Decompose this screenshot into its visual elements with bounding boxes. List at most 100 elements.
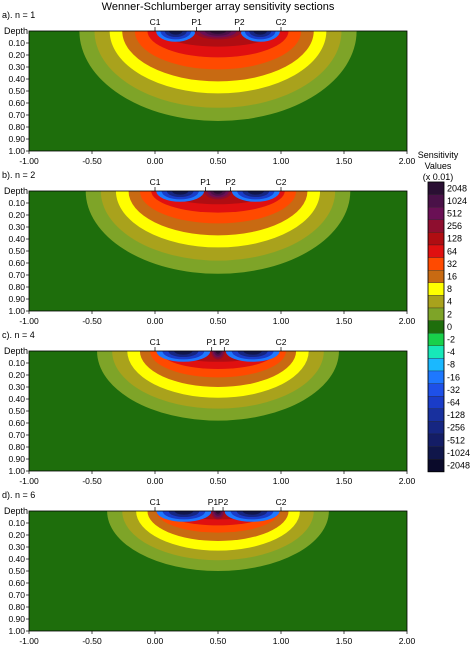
y-tick-label: 0.60 xyxy=(8,578,25,588)
y-tick-label: 1.00 xyxy=(8,306,25,316)
panel-label: b). n = 2 xyxy=(2,170,35,180)
colorbar-swatch xyxy=(427,433,445,447)
panels-group: a). n = 1 Depth 0.10 0.20 0.30 0.40 0.50 0.60 0.… xyxy=(2,10,416,646)
colorbar-label: 512 xyxy=(447,209,462,219)
y-tick-label: 0.90 xyxy=(8,294,25,304)
colorbar-label: -256 xyxy=(447,423,465,433)
y-tick-label: 0.40 xyxy=(8,394,25,404)
panel-4: d). n = 6 Depth 0.10 0.20 0.30 0.40 0.50 0.60 0.… xyxy=(2,490,416,646)
y-tick-label: 0.40 xyxy=(8,74,25,84)
panel-1: a). n = 1 Depth 0.10 0.20 0.30 0.40 0.50 0.60 0.… xyxy=(2,10,416,166)
y-tick-label: 0.90 xyxy=(8,454,25,464)
x-tick-label: 1.00 xyxy=(273,636,290,646)
y-tick-label: 0.80 xyxy=(8,282,25,292)
x-tick-label: 0.00 xyxy=(147,156,164,166)
y-tick-label: 0.50 xyxy=(8,246,25,256)
panel-label: d). n = 6 xyxy=(2,490,35,500)
electrode-label-p2: P2 xyxy=(234,17,245,27)
electrode-label-c2: C2 xyxy=(276,177,287,187)
colorbar-title-line: Values xyxy=(425,161,452,171)
electrode-label-c2: C2 xyxy=(276,337,287,347)
x-tick-label: -0.50 xyxy=(82,316,102,326)
colorbar-swatch xyxy=(427,181,445,195)
y-tick-label: 0.10 xyxy=(8,358,25,368)
negative-zone--1024 xyxy=(169,31,183,35)
x-tick-label: -0.50 xyxy=(82,476,102,486)
y-tick-label: 0.80 xyxy=(8,602,25,612)
electrode-label-c1: C1 xyxy=(150,177,161,187)
x-tick-label: 1.50 xyxy=(336,636,353,646)
colorbar-swatch xyxy=(427,282,445,296)
colorbar-swatch xyxy=(427,207,445,220)
x-tick-label: -0.50 xyxy=(82,636,102,646)
y-tick-label: 0.30 xyxy=(8,542,25,552)
y-tick-label: 0.60 xyxy=(8,98,25,108)
colorbar-swatch xyxy=(427,307,445,321)
colorbar-swatch xyxy=(427,333,445,346)
x-tick-label: 0.50 xyxy=(210,156,227,166)
y-tick-label: 0.10 xyxy=(8,518,25,528)
x-tick-label: 2.00 xyxy=(399,316,416,326)
x-tick-label: 1.00 xyxy=(273,156,290,166)
colorbar-label: -2 xyxy=(447,335,455,345)
y-tick-label: 0.50 xyxy=(8,566,25,576)
colorbar-swatch xyxy=(427,421,445,435)
x-tick-label: 1.50 xyxy=(336,156,353,166)
x-tick-label: 0.50 xyxy=(210,636,227,646)
sensitivity-map xyxy=(29,351,407,471)
y-tick-label: 0.30 xyxy=(8,382,25,392)
colorbar-swatch xyxy=(427,257,445,271)
positive-core-2048 xyxy=(209,31,227,34)
y-tick-label: 0.10 xyxy=(8,38,25,48)
x-tick-label: -0.50 xyxy=(82,156,102,166)
y-tick-label: 0.20 xyxy=(8,530,25,540)
x-tick-label: -1.00 xyxy=(19,476,39,486)
electrode-label-p1: P1 xyxy=(208,497,219,507)
x-tick-label: 0.00 xyxy=(147,636,164,646)
x-tick-label: 2.00 xyxy=(399,476,416,486)
negative-zone--1024 xyxy=(253,31,267,35)
electrode-label-p1: P1 xyxy=(191,17,202,27)
colorbar-label: 32 xyxy=(447,259,457,269)
electrode-label-p2: P2 xyxy=(219,337,230,347)
negative-zone--1024 xyxy=(172,191,189,195)
colorbar-swatch xyxy=(427,270,445,283)
colorbar-swatch xyxy=(427,232,445,246)
depth-axis-label: Depth xyxy=(4,346,28,356)
y-tick-label: 0.70 xyxy=(8,590,25,600)
colorbar-label: 0 xyxy=(447,322,452,332)
x-tick-label: 0.00 xyxy=(147,476,164,486)
colorbar-label: -64 xyxy=(447,398,460,408)
colorbar-swatch xyxy=(427,219,445,233)
positive-core-2048 xyxy=(215,351,221,354)
y-tick-label: 0.70 xyxy=(8,270,25,280)
electrode-label-p2: P2 xyxy=(225,177,236,187)
colorbar-label: -32 xyxy=(447,385,460,395)
colorbar-swatch xyxy=(427,194,445,208)
colorbar-label: -16 xyxy=(447,372,460,382)
colorbar-swatch xyxy=(427,345,445,359)
y-tick-label: 0.70 xyxy=(8,430,25,440)
colorbar-label: -8 xyxy=(447,360,455,370)
x-tick-label: 0.00 xyxy=(147,316,164,326)
x-tick-label: -1.00 xyxy=(19,636,39,646)
y-tick-label: 0.30 xyxy=(8,62,25,72)
y-tick-label: 1.00 xyxy=(8,146,25,156)
y-tick-label: 1.00 xyxy=(8,466,25,476)
panel-3: c). n = 4 Depth 0.10 0.20 0.30 0.40 0.50 0.60 0.… xyxy=(2,330,416,486)
depth-axis-label: Depth xyxy=(4,26,28,36)
colorbar-swatch xyxy=(427,295,445,309)
y-tick-label: 0.80 xyxy=(8,442,25,452)
x-tick-label: 2.00 xyxy=(399,636,416,646)
y-tick-label: 0.80 xyxy=(8,122,25,132)
negative-zone--1024 xyxy=(247,191,264,195)
x-tick-label: 0.50 xyxy=(210,316,227,326)
sensitivity-map xyxy=(29,511,407,631)
colorbar-label: -4 xyxy=(447,347,455,357)
y-tick-label: 0.20 xyxy=(8,370,25,380)
electrode-label-p1: P1 xyxy=(206,337,217,347)
panel-label: c). n = 4 xyxy=(2,330,35,340)
x-tick-label: -1.00 xyxy=(19,316,39,326)
colorbar-label: 1024 xyxy=(447,196,467,206)
negative-zone--1024 xyxy=(174,351,193,355)
